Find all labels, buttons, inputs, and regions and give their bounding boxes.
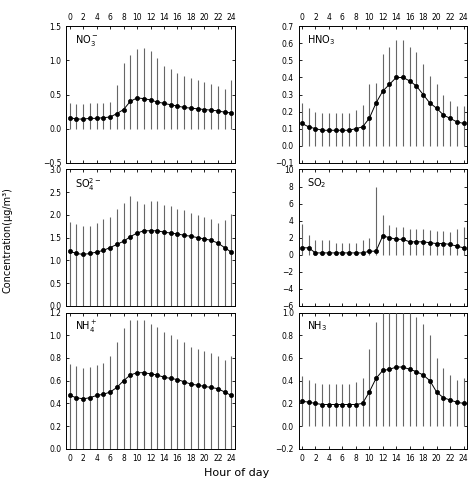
- Text: SO$_2$: SO$_2$: [307, 176, 327, 190]
- Text: HNO$_3$: HNO$_3$: [307, 33, 335, 47]
- Text: NO$_3^-$: NO$_3^-$: [75, 33, 98, 48]
- Text: Hour of day: Hour of day: [204, 468, 270, 478]
- Text: NH$_3$: NH$_3$: [307, 319, 327, 333]
- Text: Concentration(μg/m³): Concentration(μg/m³): [2, 187, 12, 293]
- Text: NH$_4^+$: NH$_4^+$: [75, 319, 97, 336]
- Text: SO$_4^{2-}$: SO$_4^{2-}$: [75, 176, 101, 193]
